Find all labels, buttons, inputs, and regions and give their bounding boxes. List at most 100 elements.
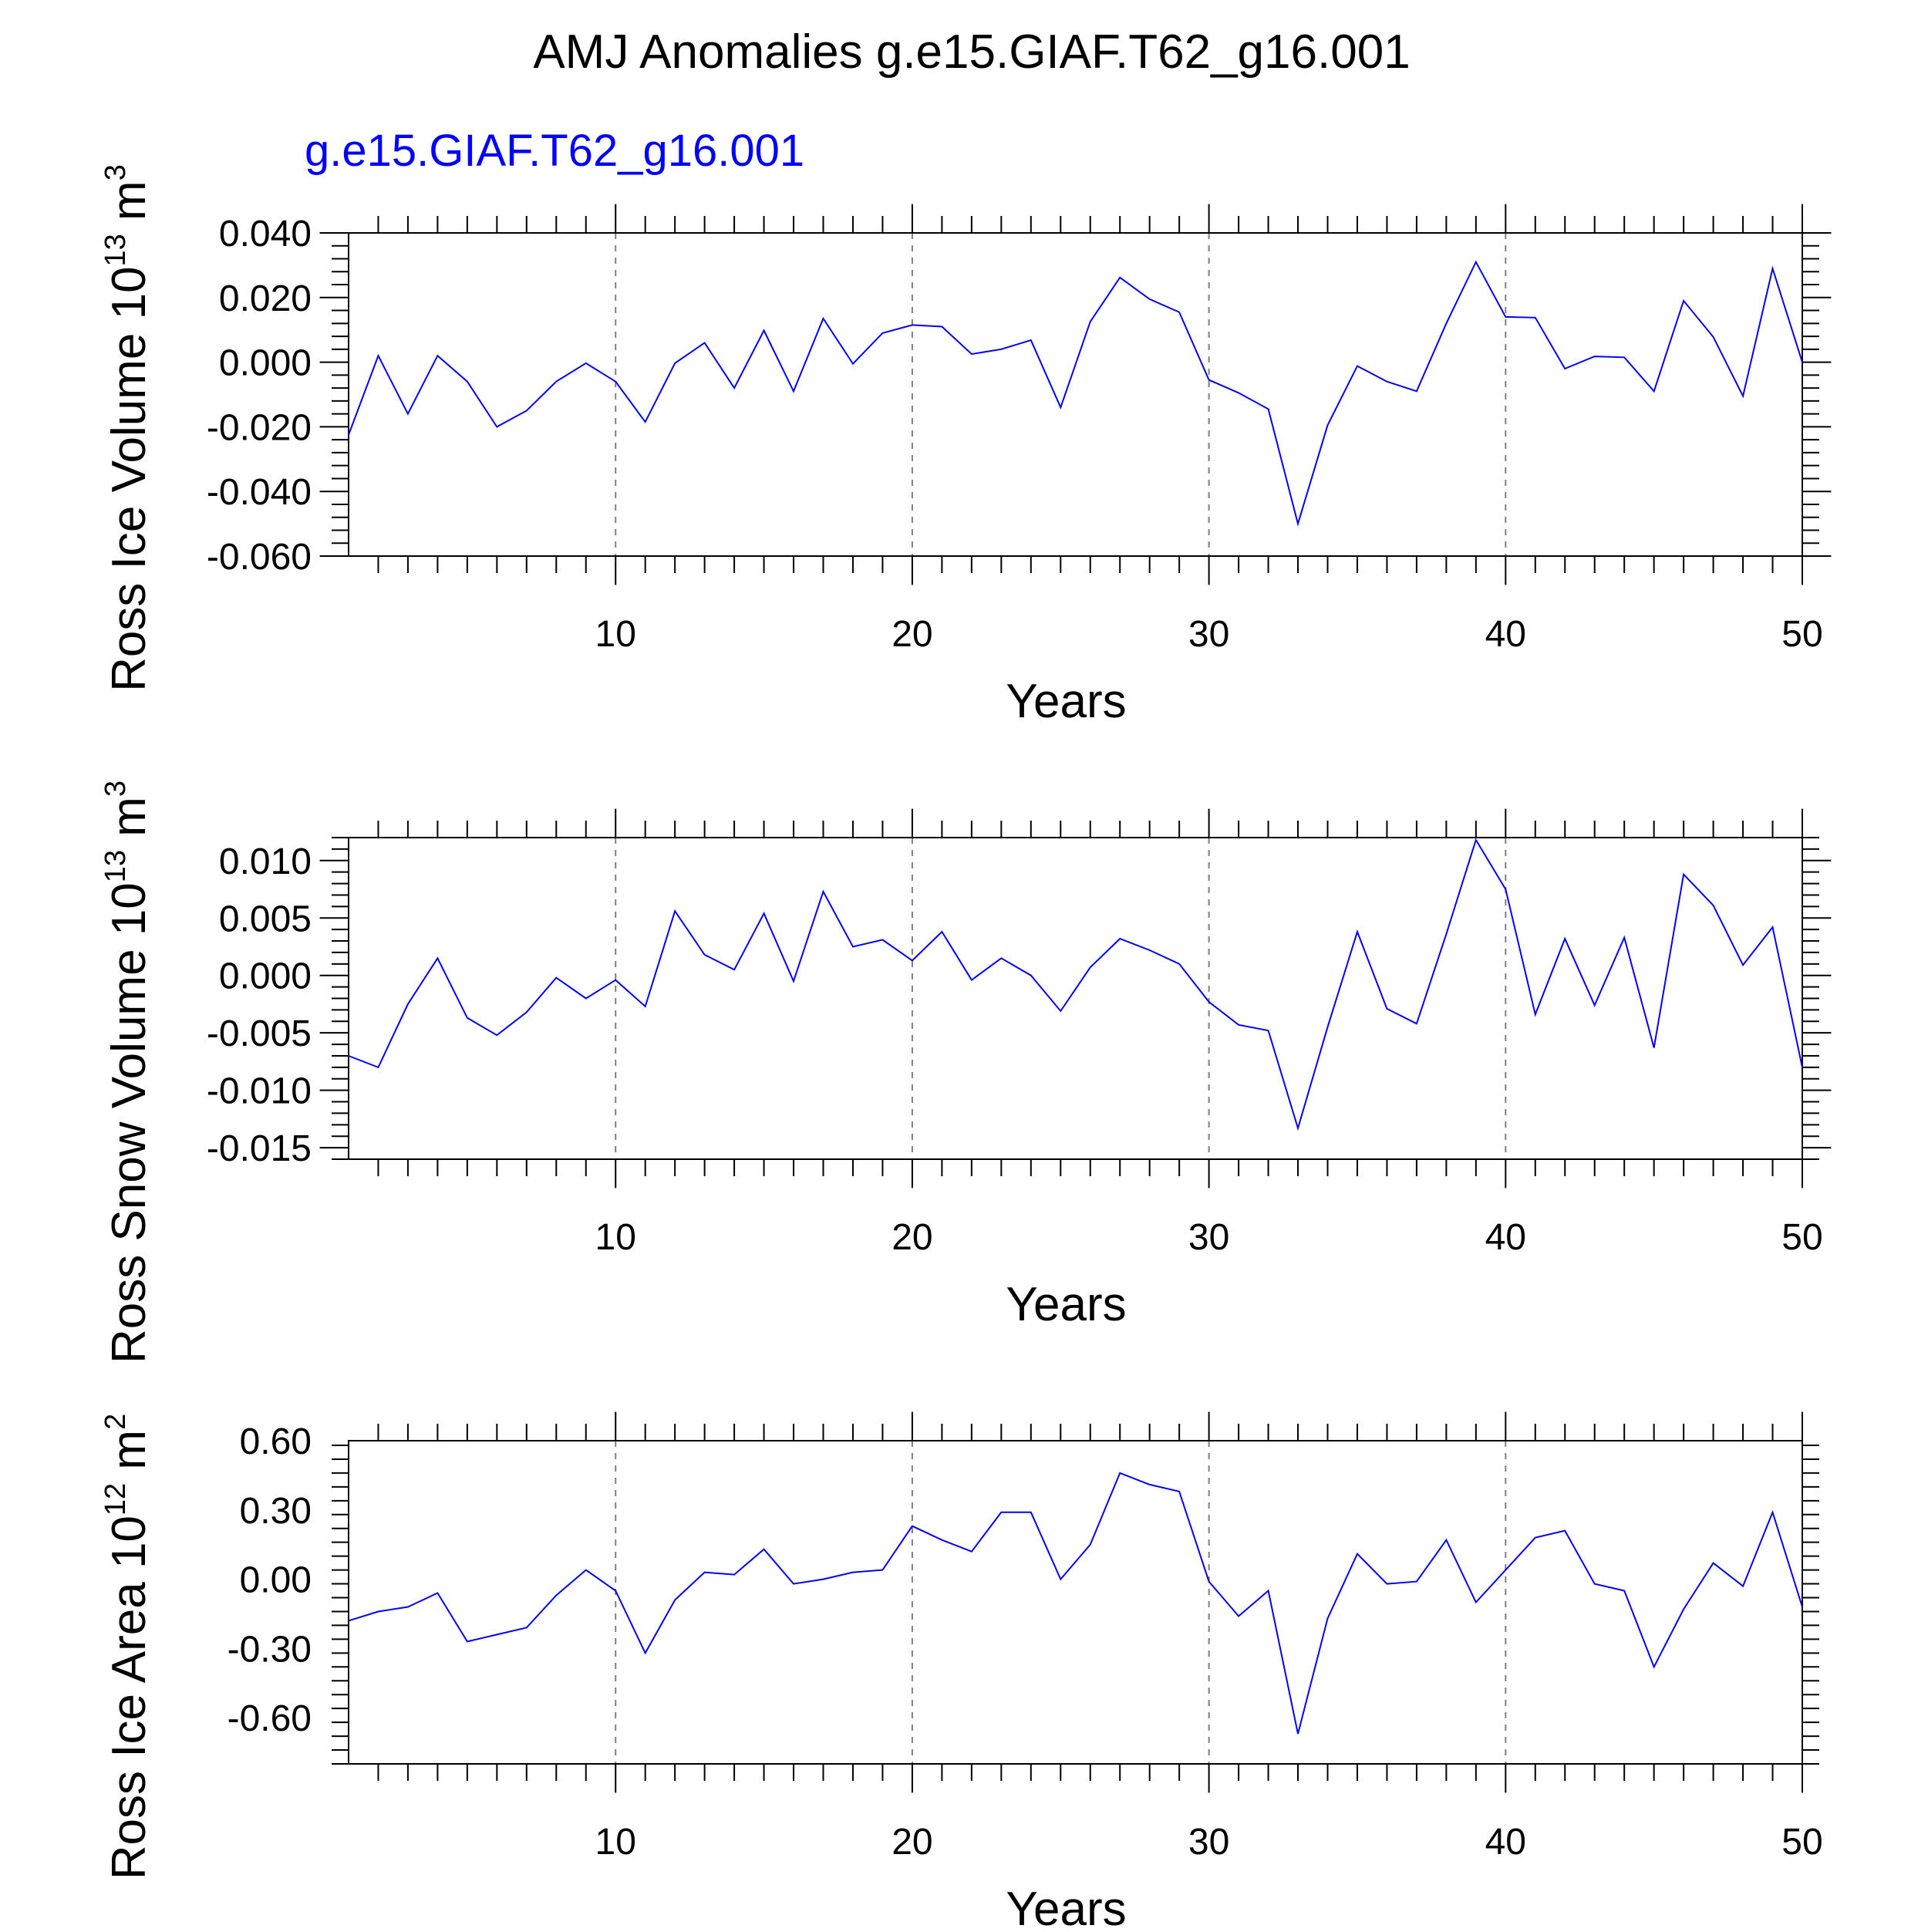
y-tick-label: 0.60: [240, 1421, 312, 1462]
y-axis-label-text: m: [103, 1430, 156, 1483]
x-tick-label: 30: [1188, 1822, 1229, 1863]
data-point: [1445, 322, 1447, 324]
data-point: [971, 353, 972, 355]
data-point: [1772, 268, 1774, 269]
data-point: [1475, 1602, 1477, 1603]
data-point: [1416, 390, 1417, 392]
data-point: [1238, 1024, 1239, 1026]
data-point: [763, 1549, 765, 1550]
y-axis-label-text: m: [103, 797, 156, 850]
data-point: [1119, 277, 1121, 278]
data-point: [348, 1620, 349, 1621]
data-point: [1030, 975, 1032, 976]
data-point: [852, 1572, 854, 1573]
data-point: [1386, 1583, 1387, 1585]
chart-panel-2: 0.010 0.005 0.000 -0.005 -0.010 -0.015 10 20 30 4…: [99, 781, 1832, 1364]
y-tick-label: 0.000: [219, 343, 312, 384]
chart-subtitle: g.e15.GIAF.T62_g16.001: [305, 126, 804, 176]
x-tick-label: 20: [892, 1217, 932, 1258]
y-axis-label-text: Ross Ice Area 10: [103, 1516, 156, 1880]
data-point: [496, 1034, 497, 1036]
data-point: [615, 381, 616, 383]
data-point: [1802, 1606, 1803, 1607]
data-point: [1178, 312, 1180, 313]
y-axis-label-superscript: 13: [99, 850, 132, 882]
data-point: [881, 332, 883, 334]
data-point: [348, 434, 349, 436]
data-point: [881, 939, 883, 941]
data-point: [1119, 1472, 1121, 1474]
y-tick-label: -0.010: [207, 1071, 312, 1112]
data-point: [1475, 261, 1477, 263]
y-tick-label: 0.005: [219, 899, 312, 939]
data-point: [1060, 1579, 1061, 1580]
data-point: [526, 1011, 528, 1013]
data-point: [881, 1570, 883, 1571]
data-point: [1564, 938, 1566, 939]
y-tick-label: -0.005: [207, 1013, 312, 1054]
data-point: [1326, 1027, 1328, 1028]
data-point: [496, 1634, 497, 1635]
chart-panel-1: 0.040 0.020 0.000 -0.020 -0.040 -0.060 10 20 30 4…: [99, 164, 1832, 728]
data-point: [674, 362, 676, 364]
data-point: [1535, 1013, 1536, 1015]
data-point: [1000, 1512, 1002, 1513]
y-tick-label: -0.30: [228, 1629, 312, 1670]
data-point: [912, 1526, 913, 1527]
x-tick-label: 10: [595, 614, 636, 655]
data-point: [823, 318, 824, 319]
y-axis-label: Ross Snow Volume 1013 m3: [99, 781, 156, 1364]
data-point: [1030, 339, 1032, 341]
data-point: [377, 355, 379, 356]
data-point: [1594, 356, 1596, 357]
data-point: [1713, 336, 1714, 338]
data-point: [1357, 366, 1358, 367]
data-point: [1090, 966, 1091, 968]
data-point: [436, 355, 438, 356]
data-point: [1742, 396, 1744, 397]
x-tick-label: 40: [1485, 1822, 1526, 1863]
data-point: [1000, 349, 1002, 350]
data-point: [467, 381, 468, 383]
data-point: [1683, 1608, 1684, 1610]
data-point: [1623, 356, 1625, 358]
data-point: [763, 912, 765, 914]
y-axis-label: Ross Ice Volume 1013 m3: [99, 164, 156, 692]
data-point: [555, 381, 557, 383]
data-point: [793, 1583, 794, 1585]
data-point: [704, 1572, 706, 1573]
series-line: [348, 260, 1803, 527]
x-axis-label: Years: [1006, 675, 1126, 728]
data-point: [733, 387, 735, 389]
data-point: [526, 410, 528, 411]
y-tick-label: -0.060: [207, 537, 312, 578]
data-point: [1683, 300, 1684, 302]
data-point: [1445, 933, 1447, 935]
y-tick-label: -0.020: [207, 407, 312, 448]
data-point: [763, 330, 765, 332]
data-point: [941, 1539, 942, 1541]
data-point: [1178, 1491, 1180, 1492]
y-axis-label-superscript: 3: [99, 164, 132, 180]
data-point: [971, 979, 972, 981]
data-point: [1386, 1008, 1387, 1010]
y-tick-label: 0.000: [219, 956, 312, 997]
data-point: [1357, 931, 1358, 932]
x-tick-label: 50: [1781, 1217, 1822, 1258]
data-point: [1238, 1615, 1239, 1617]
data-point: [1683, 874, 1684, 875]
data-point: [1802, 362, 1803, 363]
data-point: [407, 413, 409, 415]
y-axis-label: Ross Ice Area 1012 m2: [99, 1414, 156, 1880]
data-point: [912, 324, 913, 325]
data-point: [823, 1579, 824, 1580]
y-tick-label: 0.00: [240, 1560, 312, 1601]
data-point: [1149, 298, 1151, 300]
data-point: [1623, 1590, 1625, 1592]
data-point: [1445, 1539, 1447, 1541]
data-point: [1475, 839, 1477, 841]
data-point: [733, 1574, 735, 1576]
x-tick-label: 20: [892, 1822, 932, 1863]
data-point: [407, 1606, 409, 1607]
